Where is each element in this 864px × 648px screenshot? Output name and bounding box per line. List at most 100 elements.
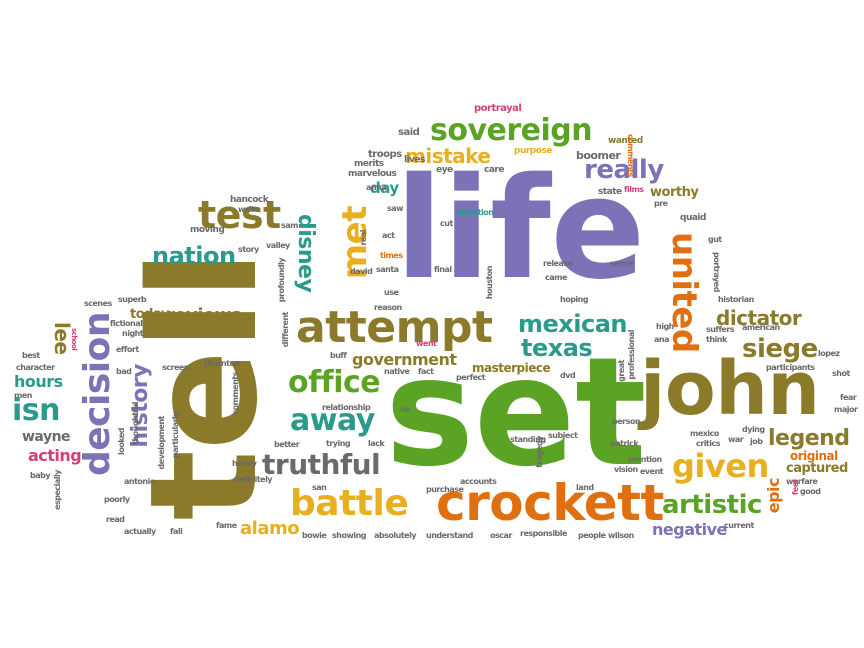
word-baby: baby (30, 471, 51, 480)
word-attempt: attempt (296, 302, 493, 353)
word-fictional: fictional (110, 319, 143, 328)
word-said: said (398, 127, 420, 138)
word-state: state (598, 187, 622, 197)
word-showing: showing (332, 531, 367, 540)
word-poorly: poorly (104, 495, 130, 504)
word-warfare: warfare (786, 477, 818, 486)
word-participants: participants (766, 363, 815, 372)
word-life: life (395, 148, 645, 311)
word-actually: actually (124, 527, 156, 536)
word-decision: decision (77, 312, 118, 476)
word-today: today (130, 307, 169, 322)
word-times: times (380, 251, 403, 260)
word-critics: critics (696, 439, 721, 448)
word-purpose: purpose (514, 146, 552, 156)
word-test: test (198, 193, 281, 237)
word-event: event (640, 467, 664, 476)
word-understand: understand (426, 531, 473, 540)
word-portrayal: portrayal (474, 103, 522, 114)
word-given: given (672, 447, 769, 485)
word-patrick: patrick (610, 439, 639, 448)
word-real: real (359, 230, 368, 246)
word-trying: trying (326, 439, 351, 448)
word-battle: battle (290, 483, 409, 524)
word-wanted: wanted (608, 136, 643, 146)
word-films: films (624, 185, 644, 194)
word-responsible: responsible (520, 529, 567, 538)
word-great: great (617, 360, 626, 382)
word-reason: reason (374, 303, 402, 312)
word-epic: epic (764, 478, 783, 514)
word-suffers: suffers (706, 325, 735, 334)
word-moving: moving (190, 225, 225, 235)
word-reviews: reviews (166, 305, 242, 326)
word-john: john (640, 346, 820, 432)
word-disney: disney (293, 214, 318, 293)
word-war: war (728, 435, 744, 444)
word-sense: sense (610, 259, 634, 268)
word-perfect: perfect (456, 373, 486, 382)
word-portrayed: portrayed (712, 252, 721, 292)
word-final: final (434, 265, 452, 274)
word-relationship: relationship (322, 403, 371, 412)
word-united: united (664, 232, 704, 353)
word-profoundly: profoundly (277, 258, 286, 303)
word-bad: bad (116, 367, 132, 376)
word-david: david (350, 267, 373, 276)
word-merits: merits (354, 159, 384, 169)
word-men: men (14, 391, 32, 400)
word-scenes: scenes (84, 299, 112, 308)
word-absolutely: absolutely (374, 531, 417, 540)
word-crockett: crockett (436, 474, 664, 532)
word-eye: eye (436, 165, 453, 175)
word-people: people (578, 531, 606, 540)
word-fame: fame (216, 521, 237, 530)
word-office: office (288, 365, 381, 400)
word-best: best (22, 351, 40, 360)
word-especially: especially (53, 470, 62, 510)
word-away: away (290, 403, 375, 438)
word-saw: saw (387, 204, 404, 213)
word-native: native (384, 367, 410, 376)
word-particularly: particularly (171, 412, 180, 459)
word-boomer: boomer (576, 149, 621, 162)
word-use: use (384, 288, 399, 297)
word-hancock: hancock (230, 195, 269, 205)
word-definitely: definitely (234, 475, 273, 484)
word-government: government (352, 350, 457, 369)
word-buff: buff (330, 351, 347, 360)
word-mistake: mistake (405, 144, 491, 168)
word-fear: fear (840, 393, 857, 402)
word-fall: fall (170, 527, 183, 536)
word-acting: acting (28, 446, 82, 465)
word-release: release (543, 259, 573, 268)
word-sam: sam (281, 221, 299, 230)
word-american: american (742, 323, 780, 332)
word-santa: santa (376, 265, 399, 274)
word-good: good (800, 487, 821, 496)
word-vision: vision (614, 465, 638, 474)
word-pre: pre (654, 199, 668, 208)
word-nation: nation (152, 242, 236, 270)
word-looked: looked (117, 428, 126, 455)
word-original: original (790, 449, 838, 463)
word-screen: screen (162, 363, 190, 372)
word-captured: captured (786, 461, 848, 476)
word-comments-2: comments (231, 372, 240, 415)
word-person: person (612, 417, 641, 426)
word-wayne: wayne (22, 429, 71, 445)
word-dying: dying (742, 425, 765, 434)
word-feel: feel (791, 480, 800, 496)
word-school: school (70, 328, 78, 351)
word-siege: siege (742, 334, 818, 364)
word-marvelous: marvelous (348, 169, 397, 179)
word-tragedy: tragedy (535, 436, 544, 468)
word-standing: standing (510, 435, 546, 444)
word-ana: ana (654, 335, 670, 344)
word-cut: cut (440, 219, 453, 228)
word-major: major (834, 405, 858, 414)
word-historian: historian (718, 295, 754, 304)
word-accounts: accounts (460, 477, 497, 486)
word-worthy: worthy (650, 185, 699, 200)
